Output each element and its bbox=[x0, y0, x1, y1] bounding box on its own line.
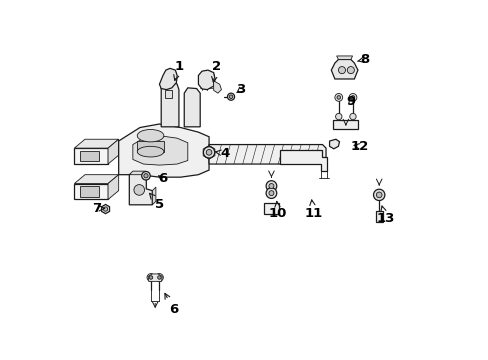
Text: 2: 2 bbox=[211, 60, 220, 82]
Ellipse shape bbox=[137, 146, 163, 157]
Circle shape bbox=[142, 171, 150, 180]
Polygon shape bbox=[161, 81, 179, 127]
Circle shape bbox=[268, 191, 273, 195]
Circle shape bbox=[103, 207, 107, 211]
Circle shape bbox=[376, 192, 381, 198]
Circle shape bbox=[229, 95, 232, 99]
Circle shape bbox=[346, 67, 354, 74]
Circle shape bbox=[227, 93, 234, 100]
Polygon shape bbox=[279, 150, 326, 171]
Polygon shape bbox=[137, 141, 163, 152]
Circle shape bbox=[265, 181, 276, 192]
Text: 13: 13 bbox=[376, 206, 394, 225]
Circle shape bbox=[338, 67, 345, 74]
Polygon shape bbox=[74, 139, 119, 148]
Text: 1: 1 bbox=[173, 60, 183, 80]
Circle shape bbox=[203, 147, 214, 158]
Circle shape bbox=[335, 113, 341, 120]
Circle shape bbox=[155, 274, 163, 282]
Text: 4: 4 bbox=[214, 147, 229, 160]
Circle shape bbox=[350, 96, 354, 99]
Polygon shape bbox=[336, 56, 352, 59]
Polygon shape bbox=[74, 148, 108, 164]
Polygon shape bbox=[148, 274, 162, 282]
Bar bbox=[333, 120, 358, 129]
Polygon shape bbox=[329, 139, 339, 149]
Circle shape bbox=[373, 189, 384, 201]
Text: 6: 6 bbox=[157, 172, 166, 185]
Polygon shape bbox=[80, 186, 99, 197]
Circle shape bbox=[149, 276, 152, 279]
Polygon shape bbox=[74, 184, 108, 199]
Polygon shape bbox=[133, 136, 187, 165]
Polygon shape bbox=[164, 90, 171, 99]
Circle shape bbox=[334, 94, 342, 101]
Polygon shape bbox=[159, 68, 177, 90]
Circle shape bbox=[147, 274, 155, 282]
Polygon shape bbox=[74, 175, 119, 184]
Circle shape bbox=[206, 149, 211, 155]
Bar bbox=[264, 203, 278, 214]
Text: 9: 9 bbox=[346, 95, 355, 108]
Text: 8: 8 bbox=[357, 53, 369, 66]
Circle shape bbox=[268, 184, 273, 189]
Polygon shape bbox=[213, 81, 221, 93]
Polygon shape bbox=[152, 187, 156, 205]
Circle shape bbox=[157, 276, 161, 279]
Polygon shape bbox=[209, 145, 325, 164]
Polygon shape bbox=[198, 70, 215, 90]
Polygon shape bbox=[102, 204, 109, 214]
Circle shape bbox=[336, 96, 340, 99]
Polygon shape bbox=[184, 88, 200, 127]
Circle shape bbox=[349, 113, 355, 120]
Polygon shape bbox=[119, 124, 209, 177]
Text: 3: 3 bbox=[236, 83, 245, 96]
Ellipse shape bbox=[137, 130, 163, 142]
Text: 7: 7 bbox=[92, 202, 104, 215]
Polygon shape bbox=[129, 171, 146, 175]
Circle shape bbox=[134, 185, 144, 195]
Circle shape bbox=[265, 188, 276, 198]
Polygon shape bbox=[80, 150, 99, 161]
Bar bbox=[375, 211, 382, 222]
Text: 6: 6 bbox=[164, 293, 178, 316]
Polygon shape bbox=[129, 172, 152, 205]
Circle shape bbox=[348, 94, 356, 101]
Text: 11: 11 bbox=[304, 200, 322, 220]
Polygon shape bbox=[108, 139, 119, 164]
Circle shape bbox=[143, 174, 148, 178]
Polygon shape bbox=[108, 175, 119, 199]
Text: 10: 10 bbox=[268, 201, 287, 220]
Text: 12: 12 bbox=[350, 140, 368, 153]
Polygon shape bbox=[331, 59, 357, 79]
Text: 5: 5 bbox=[149, 193, 163, 211]
